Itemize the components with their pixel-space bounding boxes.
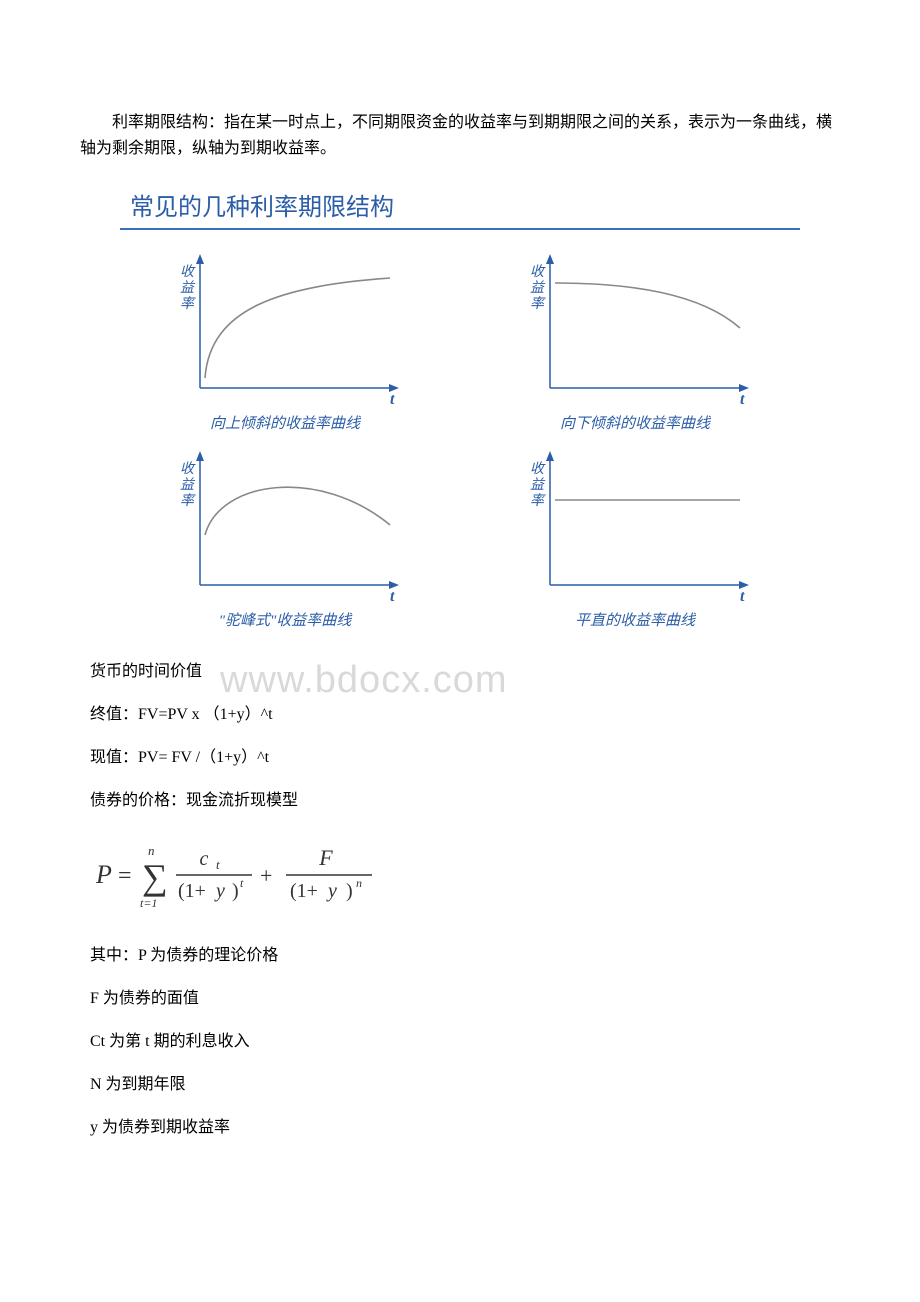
bond-formula-svg: P = ∑ n t=1 c t (1+ y ) t + F (1+ y ) n (94, 833, 404, 915)
chart-caption-upward: 向上倾斜的收益率曲线 (210, 412, 360, 433)
chart-downward: 收 益 率 t 向下倾斜的收益率曲线 (490, 248, 780, 433)
svg-text:∑: ∑ (142, 857, 168, 897)
chart-flat-svg: 收 益 率 t (510, 445, 760, 605)
chart-humped: 收 益 率 t "驼峰式"收益率曲线 (140, 445, 430, 630)
chart-caption-downward: 向下倾斜的收益率曲线 (560, 412, 710, 433)
svg-text:收: 收 (530, 264, 546, 280)
pv-line: 现值：PV= FV /（1+y）^t (80, 744, 840, 773)
bond-price-line: 债券的价格：现金流折现模型 (80, 787, 840, 816)
svg-text:t: t (740, 588, 745, 605)
svg-text:(1+: (1+ (290, 880, 318, 902)
svg-text:益: 益 (530, 280, 546, 296)
time-value-line: 货币的时间价值 www.bdocx.com (80, 658, 840, 687)
curve-upward (205, 278, 390, 378)
svg-text:率: 率 (180, 296, 196, 312)
intro-paragraph: 利率期限结构：指在某一时点上，不同期限资金的收益率与到期期限之间的关系，表示为一… (80, 110, 840, 161)
svg-text:收: 收 (180, 461, 196, 477)
svg-text:率: 率 (530, 493, 546, 509)
svg-text:t: t (240, 876, 244, 890)
chart-upward-svg: 收 益 率 t (160, 248, 410, 408)
svg-text:c: c (200, 848, 209, 870)
svg-text:y: y (214, 880, 225, 902)
svg-text:): ) (346, 880, 353, 902)
time-value-text: 货币的时间价值 (90, 663, 202, 680)
desc-y: y 为债券到期收益率 (80, 1114, 840, 1143)
svg-text:): ) (232, 880, 239, 902)
svg-text:收: 收 (530, 461, 546, 477)
desc-f: F 为债券的面值 (80, 985, 840, 1014)
svg-text:y: y (326, 880, 337, 902)
chart-upward: 收 益 率 t 向上倾斜的收益率曲线 (140, 248, 430, 433)
chart-flat: 收 益 率 t 平直的收益率曲线 (490, 445, 780, 630)
curve-downward (555, 283, 740, 328)
svg-text:t: t (740, 391, 745, 408)
desc-n: N 为到期年限 (80, 1071, 840, 1100)
svg-text:t=1: t=1 (140, 896, 157, 910)
svg-text:F: F (318, 845, 333, 870)
chart-caption-humped: "驼峰式"收益率曲线 (219, 609, 352, 630)
svg-text:率: 率 (530, 296, 546, 312)
fv-line: 终值：FV=PV x （1+y）^t (80, 701, 840, 730)
svg-text:率: 率 (180, 493, 196, 509)
curve-humped (205, 487, 390, 535)
svg-text:益: 益 (180, 280, 196, 296)
svg-text:益: 益 (530, 477, 546, 493)
svg-text:+: + (260, 863, 272, 888)
svg-text:收: 收 (180, 264, 196, 280)
svg-text:益: 益 (180, 477, 196, 493)
charts-panel: 收 益 率 t 向上倾斜的收益率曲线 收 益 率 t 向下倾斜的收益率曲线 收 (80, 248, 840, 640)
desc-p: 其中：P 为债券的理论价格 (80, 942, 840, 971)
svg-text:t: t (390, 391, 395, 408)
section-title: 常见的几种利率期限结构 (120, 181, 800, 230)
svg-text:=: = (118, 863, 132, 889)
desc-ct: Ct 为第 t 期的利息收入 (80, 1028, 840, 1057)
chart-humped-svg: 收 益 率 t (160, 445, 410, 605)
svg-text:t: t (216, 857, 220, 872)
bond-formula: P = ∑ n t=1 c t (1+ y ) t + F (1+ y ) n (94, 833, 840, 920)
svg-text:(1+: (1+ (178, 880, 206, 902)
svg-text:P: P (95, 860, 112, 889)
chart-downward-svg: 收 益 率 t (510, 248, 760, 408)
svg-text:n: n (148, 843, 155, 858)
svg-text:t: t (390, 588, 395, 605)
svg-text:n: n (356, 876, 362, 890)
chart-caption-flat: 平直的收益率曲线 (575, 609, 695, 630)
